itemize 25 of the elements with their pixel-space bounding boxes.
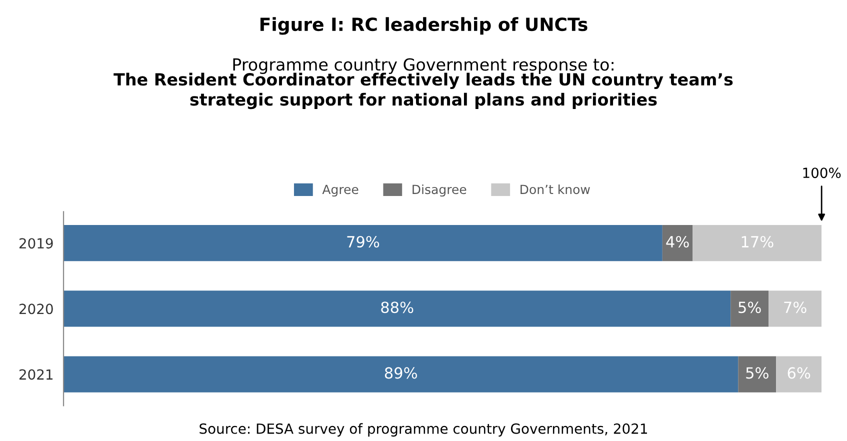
bar	[662, 225, 693, 262]
legend-label: Disagree	[412, 184, 466, 197]
bar	[64, 290, 731, 327]
text: 100%	[803, 168, 841, 178]
source-note: Source: DESA survey of programme country Governments, 2021	[200, 423, 647, 437]
bar	[692, 225, 822, 262]
bar	[64, 225, 662, 262]
data-label: 88%	[381, 302, 414, 314]
y-tick-label: 2019	[19, 238, 53, 249]
chart-title: Figure I: RC leadership of UNCTs	[260, 17, 588, 35]
legend-label: Don’t know	[520, 184, 590, 194]
y-tick-label: 2021	[19, 369, 53, 380]
bar	[768, 290, 822, 327]
legend-label: Agree	[322, 184, 358, 197]
bar	[64, 356, 738, 392]
bar	[738, 356, 776, 392]
y-tick-label: 2020	[19, 304, 53, 314]
data-label: 5%	[746, 367, 768, 379]
bar	[776, 356, 822, 392]
data-label: 5%	[738, 302, 761, 314]
data-label: 4%	[666, 236, 689, 248]
data-label: 79%	[347, 236, 380, 248]
data-label: 89%	[384, 367, 417, 379]
chart-subtitle: Programme country Government response to: The Resident Coordinator effectively leads the UN country team’s strategic support for national plans and priorities	[114, 58, 733, 110]
bar	[730, 290, 769, 327]
